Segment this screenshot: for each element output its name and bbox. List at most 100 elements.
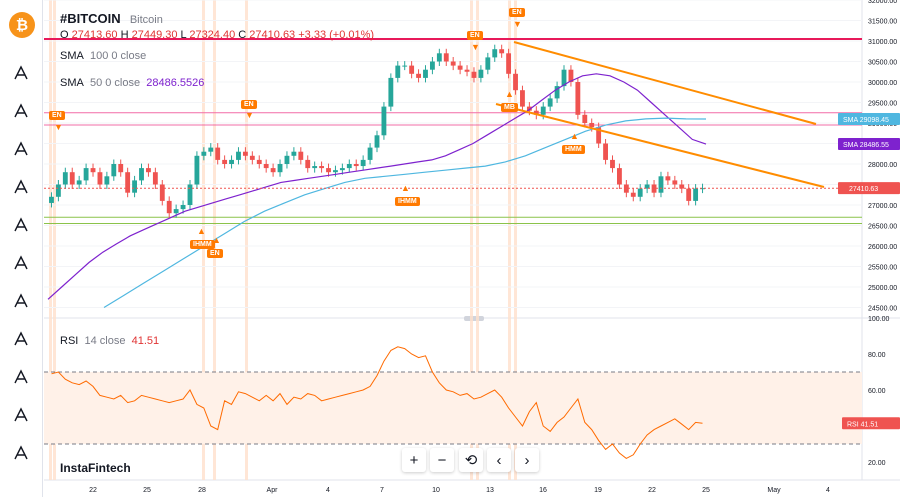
price-tick-label: 24500.00 bbox=[868, 306, 897, 313]
pattern-tag-ihmm: IHMM bbox=[190, 240, 215, 249]
price-tick-label: 31500.00 bbox=[868, 19, 897, 26]
candles-icon[interactable] bbox=[6, 58, 36, 88]
candle-body bbox=[132, 180, 138, 193]
eye-off-icon[interactable] bbox=[6, 362, 36, 392]
close-label: C bbox=[238, 29, 247, 41]
candle-body bbox=[55, 184, 61, 197]
date-tick-label: May bbox=[767, 487, 781, 494]
high-label: H bbox=[120, 29, 129, 41]
candle-body bbox=[533, 110, 539, 115]
price-tick-label: 25500.00 bbox=[868, 265, 897, 272]
candle-body bbox=[644, 184, 650, 189]
candle-body bbox=[672, 180, 678, 185]
rsi-tick-label: 80.00 bbox=[868, 352, 886, 359]
scroll-right-button[interactable]: › bbox=[515, 448, 539, 472]
candle-body bbox=[630, 192, 636, 197]
zoom-out-button[interactable]: − bbox=[430, 448, 454, 472]
price-badge bbox=[838, 182, 900, 195]
calc-icon[interactable] bbox=[6, 400, 36, 430]
candle-body bbox=[540, 106, 546, 115]
symbol-ticker: #BITCOIN bbox=[60, 11, 121, 26]
candle-body bbox=[159, 184, 165, 201]
candle-body bbox=[173, 209, 179, 214]
pattern-tag-en: EN bbox=[467, 31, 483, 40]
rsi-params: 14 close bbox=[84, 335, 126, 347]
price-tick-label: 31000.00 bbox=[868, 39, 897, 46]
pattern-icon[interactable] bbox=[6, 286, 36, 316]
date-tick-label: 4 bbox=[826, 487, 830, 494]
highlight-band bbox=[508, 0, 511, 480]
candle-body bbox=[326, 168, 331, 173]
candle-body bbox=[485, 57, 491, 70]
candle-body bbox=[249, 155, 255, 160]
candle-body bbox=[333, 170, 338, 173]
candle-body bbox=[319, 166, 325, 169]
candle-body bbox=[651, 184, 657, 193]
price-tick-label: 30500.00 bbox=[868, 60, 897, 67]
sma100-params: 100 0 close bbox=[89, 50, 147, 62]
candle-body bbox=[381, 106, 387, 136]
price-badge-text: SMA 29098.45 bbox=[843, 117, 889, 124]
scroll-left-button[interactable]: ‹ bbox=[487, 448, 511, 472]
fx-icon[interactable] bbox=[6, 134, 36, 164]
sma50-legend[interactable]: SMA 50 0 close 28486.5526 bbox=[60, 77, 204, 89]
price-badge-text: SMA 28486.55 bbox=[843, 142, 889, 149]
candle-body bbox=[423, 69, 428, 78]
price-chart[interactable]: 24500.00 25000.00 25500.00 26000.00 26500.00… bbox=[44, 0, 900, 497]
candle-body bbox=[118, 164, 124, 173]
pattern-arrow: ▼ bbox=[245, 110, 254, 120]
candle-body bbox=[146, 168, 151, 173]
pattern-tag-en: EN bbox=[49, 111, 65, 120]
reset-button[interactable]: ⟲ bbox=[459, 448, 483, 472]
highlight-band bbox=[245, 0, 248, 480]
candle-body bbox=[291, 151, 297, 156]
candle-body bbox=[416, 73, 421, 78]
zoom-in-button[interactable]: + bbox=[402, 448, 426, 472]
candle-body bbox=[623, 184, 629, 193]
price-tick-label: 25000.00 bbox=[868, 285, 897, 292]
magnet-icon[interactable] bbox=[6, 324, 36, 354]
candle-body bbox=[187, 184, 193, 205]
price-tick-label: 30000.00 bbox=[868, 80, 897, 87]
price-tick-label: 32000.00 bbox=[868, 0, 897, 5]
candle-body bbox=[575, 82, 581, 115]
candle-body bbox=[388, 77, 394, 107]
rsi-band bbox=[44, 372, 862, 444]
candle-body bbox=[464, 69, 470, 72]
node-icon[interactable] bbox=[6, 172, 36, 202]
candle-body bbox=[395, 65, 401, 78]
candle-body bbox=[263, 164, 269, 169]
price-tick-label: 28000.00 bbox=[868, 162, 897, 169]
brush-icon[interactable] bbox=[6, 248, 36, 278]
pivot-icon[interactable] bbox=[6, 96, 36, 126]
candle-body bbox=[125, 172, 131, 193]
candle-body bbox=[236, 151, 241, 160]
more-icon[interactable] bbox=[6, 438, 36, 468]
candle-body bbox=[277, 164, 283, 173]
candle-body bbox=[312, 166, 318, 169]
panel-resize-handle bbox=[464, 316, 484, 321]
candle-body bbox=[443, 53, 449, 62]
price-badge bbox=[838, 138, 900, 151]
candle-body bbox=[242, 151, 248, 156]
candle-body bbox=[284, 155, 290, 164]
sma100-legend[interactable]: SMA 100 0 close bbox=[60, 50, 146, 62]
candle-body bbox=[353, 164, 359, 167]
candle-body bbox=[582, 114, 588, 123]
trend-line-lower bbox=[495, 103, 825, 188]
candle-body bbox=[665, 176, 671, 181]
candle-body bbox=[229, 159, 234, 164]
rsi-legend[interactable]: RSI 14 close 41.51 bbox=[60, 335, 159, 347]
rsi-value: 41.51 bbox=[131, 335, 160, 347]
candle-body bbox=[104, 176, 110, 185]
candle-body bbox=[700, 188, 705, 190]
date-tick-label: 25 bbox=[702, 487, 710, 494]
price-tick-label: 29500.00 bbox=[868, 101, 897, 108]
fib-icon[interactable] bbox=[6, 210, 36, 240]
pattern-arrow: ▲ bbox=[197, 226, 206, 236]
date-tick-label: 22 bbox=[89, 487, 97, 494]
price-badge-text: 27410.63 bbox=[849, 186, 878, 193]
pattern-arrow: ▲ bbox=[570, 131, 579, 141]
candle-body bbox=[589, 123, 595, 128]
sma50-line bbox=[47, 73, 707, 300]
